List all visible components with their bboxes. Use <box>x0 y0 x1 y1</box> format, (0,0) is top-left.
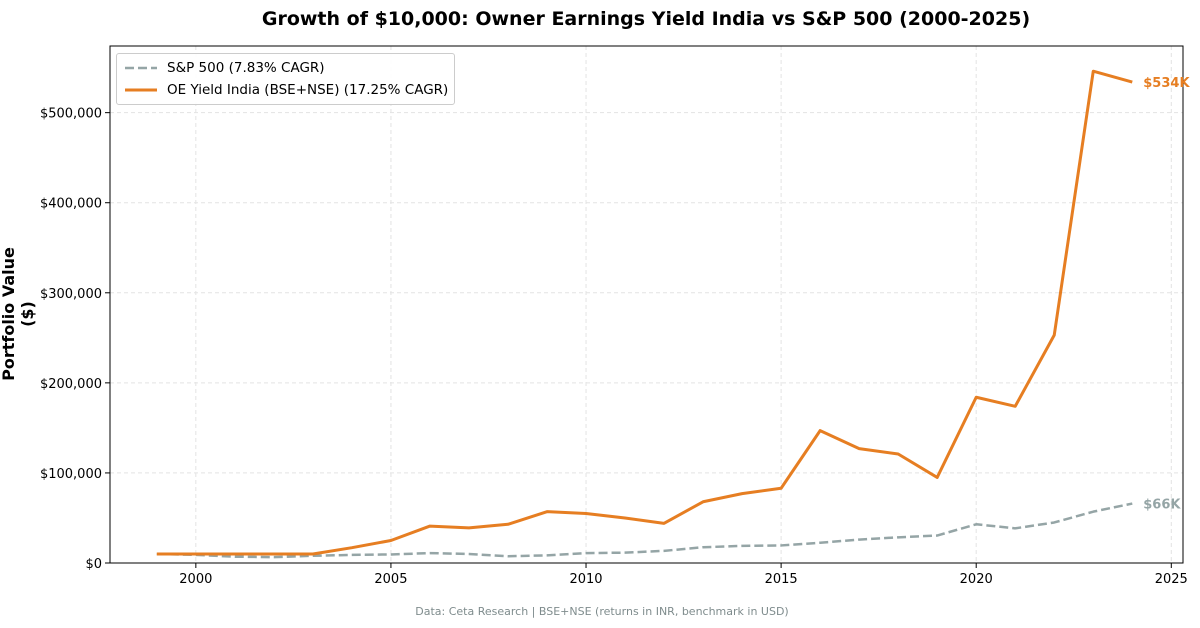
legend-item-oe-yield: OE Yield India (BSE+NSE) (17.25% CAGR) <box>123 79 448 101</box>
y-tick-label: $0 <box>85 557 102 572</box>
y-tick-label: $300,000 <box>40 287 102 302</box>
data-source-note: Data: Ceta Research | BSE+NSE (returns i… <box>415 605 789 618</box>
chart-title: Growth of $10,000: Owner Earnings Yield … <box>261 8 1031 30</box>
y-axis-label: Portfolio Value ($) <box>0 247 37 381</box>
y-tick-label: $500,000 <box>40 107 102 122</box>
x-tick-label: 2025 <box>1155 572 1188 587</box>
x-tick-label: 2010 <box>569 572 602 587</box>
y-tick-label: $100,000 <box>40 467 102 482</box>
y-tick-label: $200,000 <box>40 377 102 392</box>
legend-label-sp500: S&P 500 (7.83% CAGR) <box>167 60 325 76</box>
x-tick-label: 2000 <box>179 572 212 587</box>
series-line-sp500 <box>156 502 1133 559</box>
legend: S&P 500 (7.83% CAGR) OE Yield India (BSE… <box>116 53 456 105</box>
legend-swatch-sp500 <box>125 66 157 70</box>
legend-item-sp500: S&P 500 (7.83% CAGR) <box>123 57 448 79</box>
plot-frame <box>109 45 1184 564</box>
series-line-oe-yield <box>156 69 1133 556</box>
legend-label-oe-yield: OE Yield India (BSE+NSE) (17.25% CAGR) <box>167 82 449 98</box>
legend-swatch-oe-yield <box>125 88 157 92</box>
end-value-label: $66K <box>1143 498 1181 513</box>
x-tick-label: 2020 <box>960 572 993 587</box>
x-tick-label: 2005 <box>374 572 407 587</box>
end-value-label: $534K <box>1143 76 1190 91</box>
x-tick-label: 2015 <box>765 572 798 587</box>
y-tick-label: $400,000 <box>40 197 102 212</box>
